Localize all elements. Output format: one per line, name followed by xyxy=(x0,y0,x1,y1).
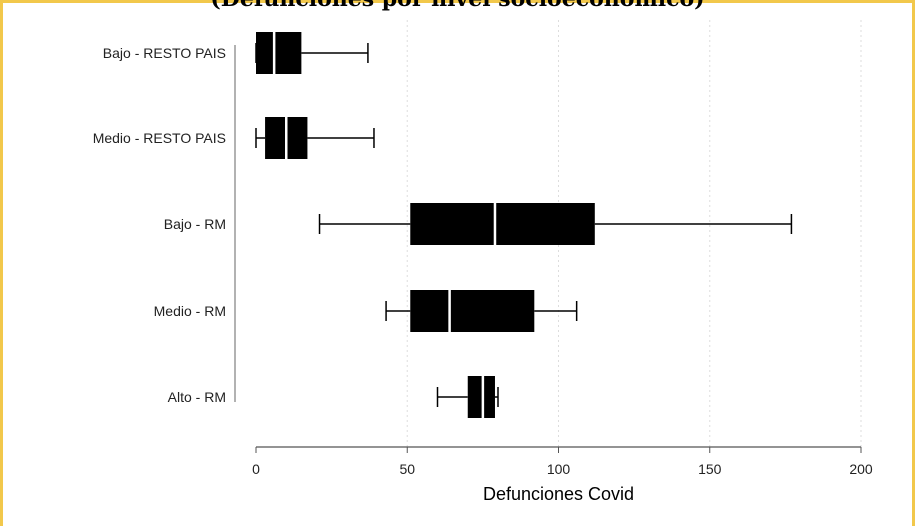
x-tick-label: 50 xyxy=(399,461,415,477)
chart-title: (Defunciones por nivel socioeconómico) xyxy=(0,0,915,12)
axes: 0 50 100 150 200 xyxy=(234,45,873,477)
x-tick-label: 0 xyxy=(252,461,260,477)
y-tick-label: Bajo - RESTO PAIS xyxy=(103,45,226,61)
box xyxy=(410,290,535,332)
box xyxy=(410,203,595,245)
x-tick-label: 150 xyxy=(698,461,722,477)
boxes: Bajo - RESTO PAIS Medio - RESTO PAIS Bajo … xyxy=(93,32,793,418)
box-group: Bajo - RM xyxy=(164,203,793,245)
x-tick-label: 100 xyxy=(547,461,571,477)
box xyxy=(256,32,302,74)
grid-lines xyxy=(406,20,862,447)
y-tick-label: Medio - RM xyxy=(154,303,226,319)
box-group: Medio - RESTO PAIS xyxy=(93,117,375,159)
box-group: Medio - RM xyxy=(154,290,578,332)
y-tick-label: Medio - RESTO PAIS xyxy=(93,130,226,146)
x-axis-label: Defunciones Covid xyxy=(483,484,634,504)
box xyxy=(467,376,495,418)
box-group: Bajo - RESTO PAIS xyxy=(103,32,369,74)
x-tick-label: 200 xyxy=(849,461,873,477)
box-group: Alto - RM xyxy=(168,376,499,418)
y-tick-label: Bajo - RM xyxy=(164,216,226,232)
y-tick-label: Alto - RM xyxy=(168,389,226,405)
